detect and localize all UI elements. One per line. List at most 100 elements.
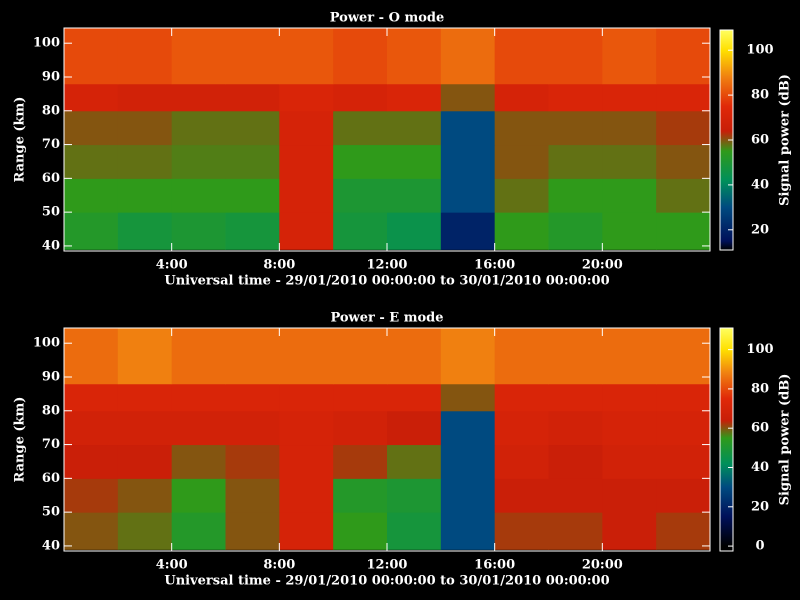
cell xyxy=(279,83,334,112)
cell xyxy=(387,212,442,250)
heatmap xyxy=(64,28,710,250)
cell xyxy=(171,178,226,213)
cell xyxy=(225,110,280,146)
cell xyxy=(117,383,173,412)
cell xyxy=(333,478,388,513)
cell xyxy=(333,328,388,385)
cell xyxy=(225,28,280,85)
cell xyxy=(225,83,280,112)
cell xyxy=(494,328,549,385)
y-tick-label: 100 xyxy=(33,36,60,51)
cell xyxy=(279,410,334,446)
cell xyxy=(279,178,334,213)
cell xyxy=(333,110,388,146)
cell xyxy=(279,383,334,412)
cell xyxy=(548,110,603,146)
cell xyxy=(387,512,442,550)
cell xyxy=(602,110,657,146)
cell xyxy=(387,144,442,179)
x-tick-label: 12:00 xyxy=(367,558,408,573)
cell xyxy=(171,512,226,550)
cell xyxy=(387,110,442,146)
cell xyxy=(64,83,119,112)
cell xyxy=(548,410,603,446)
cell xyxy=(171,212,226,250)
cell xyxy=(64,28,119,85)
colorbar-tick-label: 60 xyxy=(751,421,769,436)
cell xyxy=(548,478,603,513)
cell xyxy=(387,328,442,385)
cell xyxy=(117,410,173,446)
cell xyxy=(64,383,119,412)
cell xyxy=(225,212,280,250)
cell xyxy=(602,410,657,446)
cell xyxy=(279,328,334,385)
cell xyxy=(656,212,710,250)
cell xyxy=(225,478,280,513)
x-tick-label: 20:00 xyxy=(582,258,623,273)
cell xyxy=(225,144,280,179)
cell xyxy=(225,178,280,213)
cell xyxy=(117,444,173,479)
cell xyxy=(333,512,388,550)
cell xyxy=(171,144,226,179)
cell xyxy=(171,110,226,146)
cell xyxy=(548,212,603,250)
cell xyxy=(64,512,119,550)
cell xyxy=(171,478,226,513)
cell xyxy=(171,410,226,446)
cell xyxy=(548,178,603,213)
cell xyxy=(387,178,442,213)
cell xyxy=(602,328,657,385)
y-tick-label: 60 xyxy=(42,471,60,486)
cell xyxy=(602,178,657,213)
cell xyxy=(64,178,119,213)
cell xyxy=(494,110,549,146)
y-tick-label: 90 xyxy=(42,369,60,384)
cell xyxy=(64,410,119,446)
colorbar-tick-label: 0 xyxy=(755,539,764,554)
cell xyxy=(602,478,657,513)
cell xyxy=(171,83,226,112)
x-axis-label: Universal time - 29/01/2010 00:00:00 to … xyxy=(164,274,609,289)
cell xyxy=(440,212,496,250)
cell xyxy=(117,28,173,85)
cell xyxy=(494,383,549,412)
cell xyxy=(548,328,603,385)
cell xyxy=(440,83,496,112)
y-tick-label: 90 xyxy=(42,69,60,84)
cell xyxy=(602,83,657,112)
cell xyxy=(602,512,657,550)
x-tick-label: 16:00 xyxy=(474,558,515,573)
cell xyxy=(333,83,388,112)
y-tick-label: 70 xyxy=(42,137,60,152)
cell xyxy=(279,212,334,250)
x-tick-label: 12:00 xyxy=(367,258,408,273)
colorbar-label: Signal power (dB) xyxy=(778,74,793,206)
cell xyxy=(64,444,119,479)
cell xyxy=(656,512,710,550)
cell xyxy=(117,512,173,550)
cell xyxy=(64,110,119,146)
x-tick-label: 8:00 xyxy=(263,558,295,573)
cell xyxy=(548,83,603,112)
cell xyxy=(117,83,173,112)
cell xyxy=(548,28,603,85)
cell xyxy=(548,444,603,479)
cell xyxy=(117,110,173,146)
cell xyxy=(333,28,388,85)
y-tick-label: 50 xyxy=(42,205,60,220)
cell xyxy=(117,212,173,250)
cell xyxy=(117,178,173,213)
cell xyxy=(117,328,173,385)
cell xyxy=(548,512,603,550)
cell xyxy=(440,328,496,385)
cell xyxy=(494,28,549,85)
cell xyxy=(656,328,710,385)
cell xyxy=(602,144,657,179)
colorbar-tick-label: 40 xyxy=(751,177,769,192)
x-tick-label: 16:00 xyxy=(474,258,515,273)
cell xyxy=(440,110,496,146)
cell xyxy=(656,83,710,112)
